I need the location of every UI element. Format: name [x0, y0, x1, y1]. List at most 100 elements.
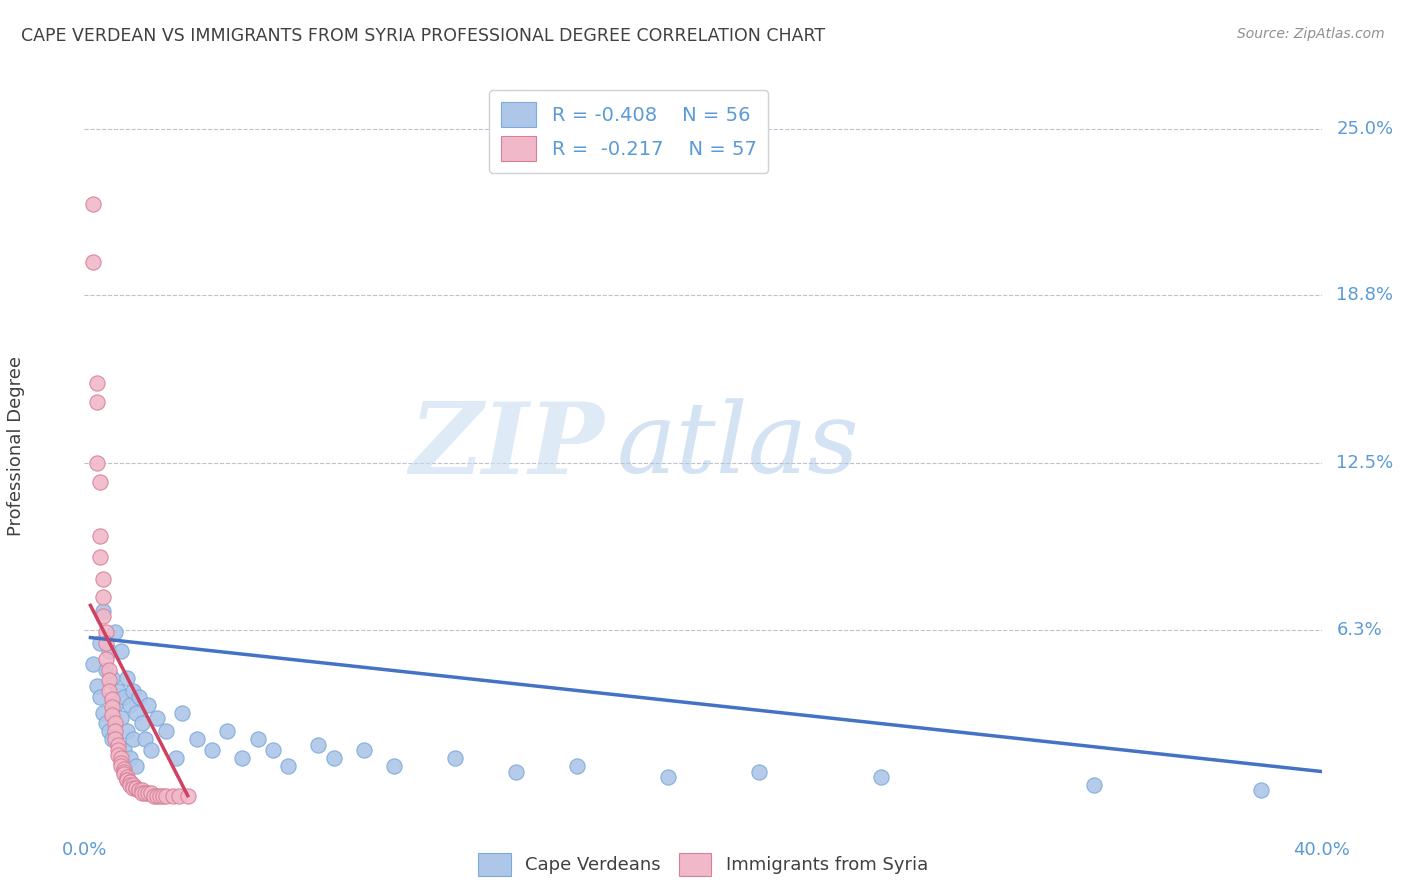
Point — [94, 625, 117, 640]
Point — [89, 475, 111, 490]
Point — [104, 698, 127, 712]
Point — [112, 767, 135, 781]
Point — [444, 751, 467, 765]
Point — [97, 663, 120, 677]
Point — [107, 738, 129, 752]
Point — [146, 711, 169, 725]
Legend: R = -0.408    N = 56, R =  -0.217    N = 57: R = -0.408 N = 56, R = -0.217 N = 57 — [489, 90, 768, 173]
Point — [657, 770, 679, 784]
Point — [134, 786, 156, 800]
Point — [91, 604, 114, 618]
Point — [100, 692, 122, 706]
Point — [97, 644, 120, 658]
Point — [322, 751, 344, 765]
Point — [94, 636, 117, 650]
Point — [94, 716, 117, 731]
Point — [131, 783, 153, 797]
Point — [100, 732, 122, 747]
Point — [86, 376, 108, 390]
Point — [115, 770, 138, 784]
Point — [86, 457, 108, 471]
Point — [141, 786, 163, 800]
Point — [82, 196, 104, 211]
Point — [217, 724, 239, 739]
Point — [97, 673, 120, 688]
Point — [122, 732, 145, 747]
Point — [118, 751, 141, 765]
Point — [201, 743, 224, 757]
Point — [110, 759, 132, 773]
Point — [141, 743, 163, 757]
Point — [104, 716, 127, 731]
Point — [100, 700, 122, 714]
Point — [149, 789, 172, 803]
Point — [353, 743, 375, 757]
Point — [91, 706, 114, 720]
Text: atlas: atlas — [616, 399, 859, 493]
Point — [110, 644, 132, 658]
Point — [869, 770, 891, 784]
Point — [155, 789, 177, 803]
Point — [505, 764, 527, 779]
Text: 18.8%: 18.8% — [1337, 285, 1393, 303]
Point — [115, 772, 138, 787]
Point — [86, 679, 108, 693]
Point — [152, 789, 174, 803]
Point — [131, 716, 153, 731]
Point — [167, 789, 190, 803]
Point — [146, 789, 169, 803]
Point — [128, 783, 150, 797]
Point — [97, 684, 120, 698]
Point — [86, 394, 108, 409]
Point — [100, 671, 122, 685]
Point — [262, 743, 284, 757]
Point — [136, 698, 159, 712]
Point — [107, 748, 129, 763]
Legend: Cape Verdeans, Immigrants from Syria: Cape Verdeans, Immigrants from Syria — [471, 846, 935, 883]
Point — [1083, 778, 1105, 792]
Point — [89, 636, 111, 650]
Point — [565, 759, 588, 773]
Point — [112, 764, 135, 779]
Text: Professional Degree: Professional Degree — [7, 356, 25, 536]
Point — [277, 759, 299, 773]
Point — [177, 789, 200, 803]
Point — [231, 751, 253, 765]
Text: 0.0%: 0.0% — [62, 841, 107, 859]
Point — [162, 789, 184, 803]
Point — [115, 772, 138, 787]
Point — [82, 657, 104, 672]
Point — [125, 780, 148, 795]
Point — [246, 732, 269, 747]
Point — [94, 652, 117, 666]
Point — [112, 762, 135, 776]
Point — [104, 625, 127, 640]
Point — [118, 775, 141, 789]
Point — [128, 783, 150, 797]
Text: ZIP: ZIP — [409, 398, 605, 494]
Point — [136, 786, 159, 800]
Point — [115, 671, 138, 685]
Point — [143, 789, 166, 803]
Point — [110, 711, 132, 725]
Point — [118, 698, 141, 712]
Text: 25.0%: 25.0% — [1337, 120, 1393, 137]
Text: 6.3%: 6.3% — [1337, 621, 1382, 639]
Point — [100, 708, 122, 723]
Point — [186, 732, 208, 747]
Point — [134, 732, 156, 747]
Point — [125, 780, 148, 795]
Point — [91, 591, 114, 605]
Point — [91, 609, 114, 624]
Point — [131, 786, 153, 800]
Point — [165, 751, 187, 765]
Text: 40.0%: 40.0% — [1294, 841, 1350, 859]
Point — [91, 572, 114, 586]
Point — [89, 550, 111, 565]
Point — [112, 743, 135, 757]
Point — [122, 684, 145, 698]
Text: 12.5%: 12.5% — [1337, 454, 1393, 473]
Point — [107, 738, 129, 752]
Point — [112, 690, 135, 704]
Point — [125, 706, 148, 720]
